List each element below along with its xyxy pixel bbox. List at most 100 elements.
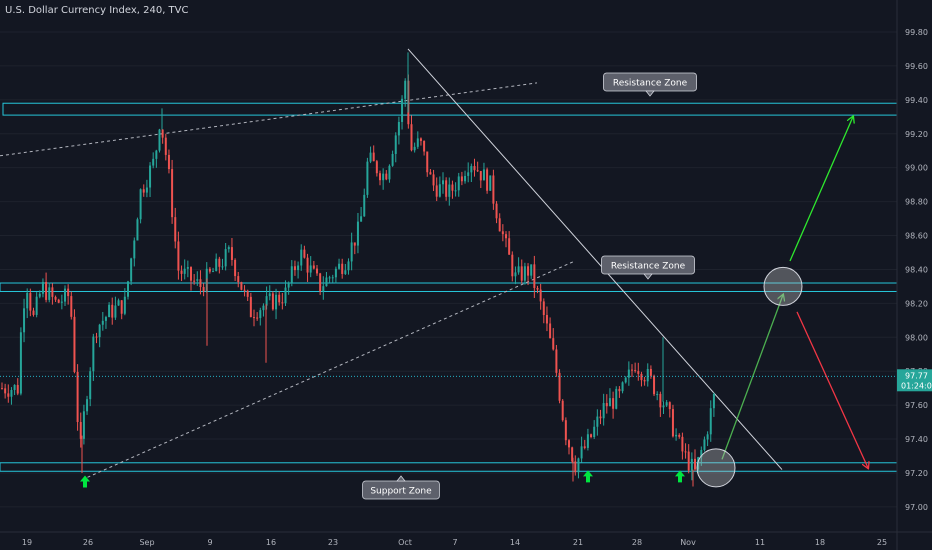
time-tick-label: Oct [398, 538, 412, 547]
candle-body [637, 371, 640, 374]
candle-body [101, 320, 104, 325]
candle-body [583, 446, 586, 448]
candle-body [338, 263, 341, 269]
candle-body [303, 249, 306, 258]
price-tick-label: 99.00 [905, 164, 928, 173]
candle-body [608, 398, 611, 407]
time-tick-label: 21 [573, 538, 583, 547]
candle-body [634, 370, 637, 372]
candle-body [51, 287, 54, 297]
candle-body [470, 166, 473, 173]
candle-body [73, 316, 76, 372]
candle-body [54, 296, 57, 300]
candle-body [130, 258, 133, 282]
candle-body [7, 393, 10, 397]
candle-body [527, 266, 530, 276]
candle-body [545, 314, 548, 324]
candle-body [530, 264, 533, 276]
candle-body [451, 184, 454, 191]
candle-body [561, 400, 564, 421]
candle-body [287, 282, 290, 288]
candle-body [331, 277, 334, 279]
candle-body [492, 175, 495, 204]
candle-body [602, 403, 605, 419]
candle-body [158, 129, 161, 151]
candle-body [618, 388, 621, 392]
candle-body [656, 393, 659, 395]
candle-body [13, 384, 16, 390]
candle-body [445, 180, 448, 197]
candle-body [334, 268, 337, 278]
candle-body [240, 282, 243, 290]
candle-body [385, 173, 388, 180]
candle-body [593, 426, 596, 438]
candle-body [356, 221, 359, 246]
highlight-circle [763, 266, 803, 306]
candle-body [155, 150, 158, 159]
candle-body [193, 280, 196, 282]
candle-body [57, 299, 60, 303]
candle-body [196, 279, 199, 281]
candle-body [243, 289, 246, 291]
candle-body [246, 290, 249, 297]
price-tick-label: 98.20 [905, 299, 928, 308]
candle-body [297, 265, 300, 271]
candle-body [514, 272, 517, 277]
candle-body [224, 249, 227, 267]
candle-body [555, 349, 558, 373]
candle-body [316, 268, 318, 274]
time-tick-label: 9 [207, 538, 212, 547]
candle-body [344, 270, 347, 274]
candle-body [230, 247, 233, 260]
candle-body [290, 266, 293, 283]
current-price-label: 97.77 [905, 371, 928, 380]
price-tick-label: 98.00 [905, 333, 928, 342]
candle-body [410, 124, 413, 151]
candle-body [89, 371, 92, 400]
candle-body [67, 288, 70, 297]
chart-title: U.S. Dollar Currency Index, 240, TVC [5, 5, 189, 16]
candle-body [505, 234, 507, 239]
candle-body [293, 266, 296, 271]
candle-body [495, 203, 498, 219]
candle-body [4, 388, 7, 394]
candle-body [574, 461, 577, 473]
candle-body [643, 380, 646, 382]
candle-body [249, 296, 252, 318]
candle-body [234, 259, 237, 277]
candle-body [558, 372, 561, 401]
candle-body [536, 287, 539, 290]
candle-body [706, 434, 709, 440]
candle-body [32, 310, 35, 315]
candle-body [394, 135, 397, 154]
candle-body [568, 440, 570, 448]
candle-body [382, 173, 385, 181]
candle-body [281, 302, 284, 304]
candle-body [454, 190, 457, 192]
time-tick-label: Nov [680, 538, 696, 547]
candle-body [19, 332, 22, 394]
candle-body [237, 276, 240, 283]
candle-body [697, 457, 700, 470]
zone-label-pointer [643, 273, 653, 280]
candle-body [665, 402, 668, 406]
candle-body [92, 336, 95, 372]
candle-body [671, 409, 674, 437]
candle-body [41, 281, 44, 294]
candle-body [659, 393, 662, 408]
candle-body [363, 194, 366, 217]
candle-body [404, 80, 407, 99]
candle-body [174, 217, 177, 242]
candle-body [114, 305, 117, 318]
candle-body [180, 270, 183, 274]
candle-body [690, 458, 693, 471]
candle-body [416, 138, 419, 147]
candle-body [26, 292, 29, 309]
candle-body [183, 268, 186, 274]
candle-body [687, 451, 690, 471]
zone-label-text: Resistance Zone [613, 79, 688, 89]
up-arrow-icon [583, 470, 593, 483]
candle-body [309, 265, 312, 273]
candle-body [328, 277, 331, 279]
